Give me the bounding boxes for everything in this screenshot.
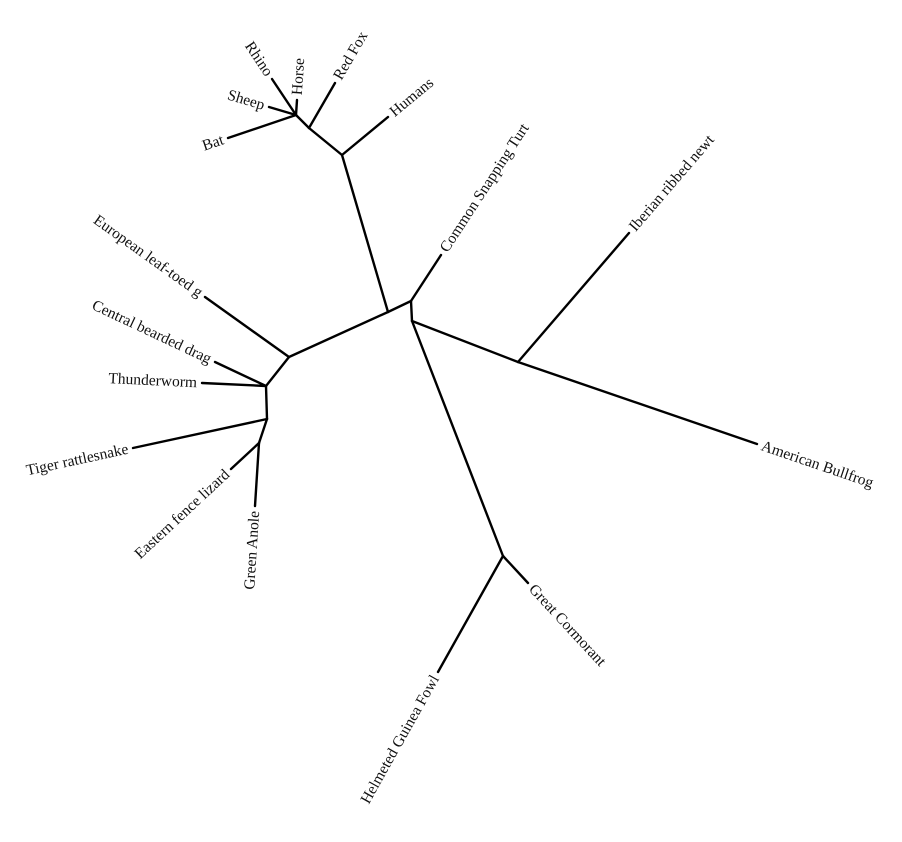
branch-B-dragon <box>213 360 268 388</box>
tip-label-bat: Bat <box>200 131 226 154</box>
branch-I-cormorant <box>501 554 530 585</box>
branch-D-fence_lizard <box>229 441 261 471</box>
branch-R-S <box>409 299 414 323</box>
branch-E-horse <box>294 98 299 117</box>
branch-I-guinea_fowl <box>436 554 505 674</box>
branch-B-thunderworm <box>200 381 268 388</box>
branch-F-E <box>294 113 311 130</box>
branch-E-rhino <box>270 77 298 117</box>
branch-C1-A <box>287 310 390 359</box>
tip-label-fence-lizard: Eastern fence lizard <box>131 466 233 562</box>
branch-R-turtle <box>409 253 443 303</box>
branch-H-newt <box>516 231 631 364</box>
branch-S-I <box>410 319 505 558</box>
tip-label-turtle: Common Snapping Turt <box>437 120 533 255</box>
branch-F-red_fox <box>307 81 337 130</box>
branch-E-bat <box>226 113 298 140</box>
tip-label-gecko: European leaf-toed g <box>90 212 206 301</box>
branch-E-sheep <box>267 105 298 117</box>
branch-C1-R <box>386 299 413 314</box>
tip-label-thunderworm: Thunderworm <box>108 370 197 391</box>
tip-label-sheep: Sheep <box>225 87 266 114</box>
tip-label-dragon: Central bearded drag <box>89 297 214 368</box>
branch-G-humans <box>340 115 390 157</box>
tip-label-cormorant: Great Cormorant <box>525 581 610 670</box>
tip-label-red-fox: Red Fox <box>330 28 371 83</box>
branches <box>131 77 759 674</box>
tip-label-anole: Green Anole <box>241 510 263 590</box>
tip-label-newt: Iberian ribbed newt <box>626 131 718 235</box>
branch-C1-G <box>340 153 390 314</box>
tip-label-humans: Humans <box>386 74 437 120</box>
branch-A-B <box>264 355 291 388</box>
branch-H-bullfrog <box>516 360 759 446</box>
tip-label-bullfrog: American Bullfrog <box>759 438 876 492</box>
branch-B-Cn <box>264 384 269 421</box>
tip-label-horse: Horse <box>289 57 308 95</box>
branch-G-F <box>307 126 344 157</box>
branch-Cn-D <box>257 417 269 445</box>
branch-A-gecko <box>203 295 291 359</box>
branch-S-H <box>410 319 520 364</box>
branch-D-anole <box>253 441 261 508</box>
branch-Cn-rattlesnake <box>131 417 269 450</box>
tip-label-rhino: Rhino <box>241 39 276 80</box>
tip-label-guinea-fowl: Helmeted Guinea Fowl <box>357 672 443 806</box>
tip-label-rattlesnake: Tiger rattlesnake <box>25 441 130 480</box>
